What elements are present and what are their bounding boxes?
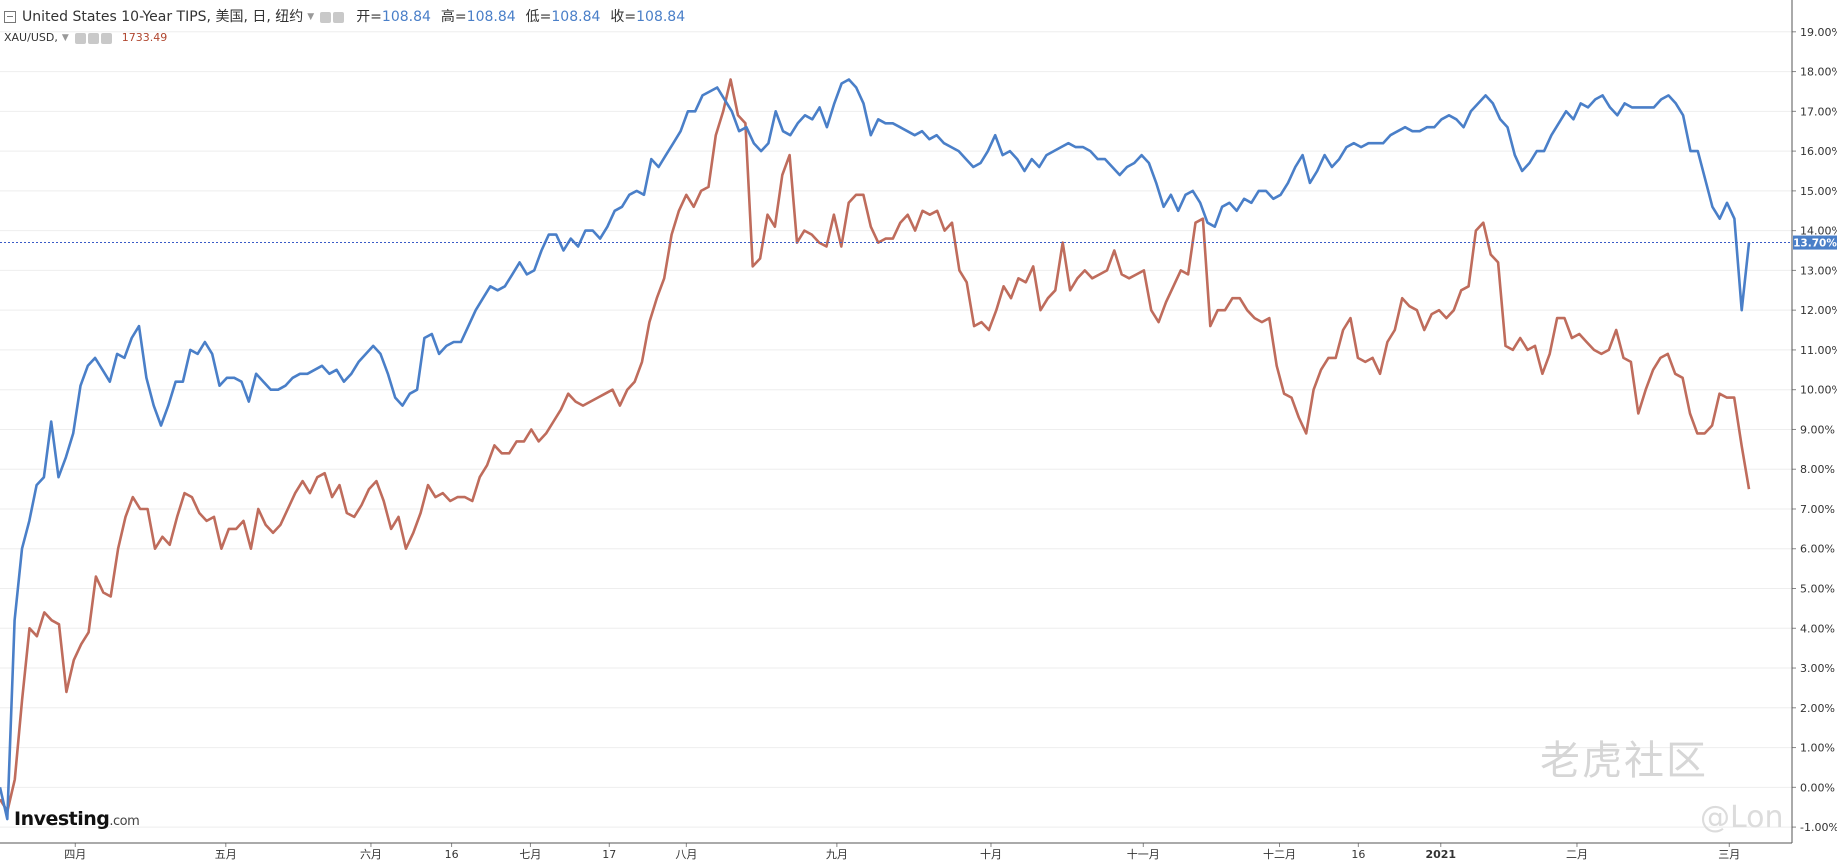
current-value-marker: 13.70% xyxy=(0,235,1837,250)
y-tick-label: 10.00% xyxy=(1800,384,1837,397)
settings-icon[interactable] xyxy=(333,11,345,23)
legend: United States 10-Year TIPS, 美国, 日, 纽约 ▼ … xyxy=(4,8,685,47)
investing-logo: Investing.com xyxy=(14,808,140,830)
legend-main-row: United States 10-Year TIPS, 美国, 日, 纽约 ▼ … xyxy=(4,8,685,26)
y-tick-label: 16.00% xyxy=(1800,145,1837,158)
low-value: 108.84 xyxy=(551,9,601,25)
eye-icon[interactable] xyxy=(320,11,332,23)
close-label: 收= xyxy=(610,9,637,25)
x-tick-label: 十二月 xyxy=(1263,847,1296,861)
gold-series-line xyxy=(0,78,1751,813)
high-value: 108.84 xyxy=(466,9,516,25)
x-tick-label: 二月 xyxy=(1566,848,1588,861)
chevron-down-icon[interactable]: ▼ xyxy=(61,33,69,43)
low-label: 低= xyxy=(525,9,552,25)
y-tick-label: 14.00% xyxy=(1800,225,1837,238)
tips-series-line xyxy=(0,78,1751,821)
x-tick-label: 九月 xyxy=(826,848,848,861)
y-tick-label: 7.00% xyxy=(1800,503,1835,516)
high-label: 高= xyxy=(440,9,467,25)
x-tick-label: 十一月 xyxy=(1127,847,1160,861)
open-label: 开= xyxy=(356,9,382,25)
y-tick-label: 0.00% xyxy=(1800,781,1835,794)
y-tick-label: 8.00% xyxy=(1800,463,1835,476)
y-tick-label: 12.00% xyxy=(1800,304,1837,317)
x-tick-label: 七月 xyxy=(519,848,541,861)
x-axis-labels: 四月 五月 六月 16 七月 17 八月 九月 十月 十一月 十二月 16 2021 二月 三月 xyxy=(64,847,1740,861)
y-axis-labels: 19.00% 18.00% 17.00% 16.00% 15.00% 14.00% 13.0… xyxy=(1800,26,1837,834)
y-tick-label: 6.00% xyxy=(1800,543,1835,556)
y-tick-label: 1.00% xyxy=(1800,742,1835,755)
y-tick-label: 18.00% xyxy=(1800,66,1837,79)
y-tick-label: 15.00% xyxy=(1800,185,1837,198)
y-tick-label: 19.00% xyxy=(1800,26,1837,39)
collapse-icon[interactable] xyxy=(4,11,16,23)
x-tick-label: 16 xyxy=(445,848,459,861)
y-tick-label: -1.00% xyxy=(1800,821,1837,834)
y-tick-label: 3.00% xyxy=(1800,662,1835,675)
y-tick-label: 4.00% xyxy=(1800,622,1835,635)
x-tick-label: 十月 xyxy=(980,847,1002,861)
logo-suffix: .com xyxy=(109,814,140,829)
x-tick-label: 16 xyxy=(1351,848,1365,861)
y-tick-label: 5.00% xyxy=(1800,583,1835,596)
x-tick-label: 四月 xyxy=(64,848,86,861)
open-value: 108.84 xyxy=(381,9,431,25)
logo-main: Investing xyxy=(14,808,110,830)
x-tick-label: 六月 xyxy=(360,848,382,861)
watermark: 老虎社区 xyxy=(1540,738,1708,784)
current-value-badge xyxy=(1793,235,1837,250)
settings-icon[interactable] xyxy=(87,32,99,44)
chevron-down-icon[interactable]: ▼ xyxy=(307,12,315,22)
eye-icon[interactable] xyxy=(74,32,86,44)
y-tick-label: 13.00% xyxy=(1800,264,1837,277)
axes xyxy=(0,0,1796,847)
x-tick-label: 17 xyxy=(602,848,616,861)
x-tick-label: 八月 xyxy=(675,848,697,861)
x-tick-label: 三月 xyxy=(1718,848,1740,861)
series xyxy=(0,78,1751,821)
close-value: 108.84 xyxy=(636,9,686,25)
y-tick-label: 17.00% xyxy=(1800,105,1837,118)
instrument-title: United States 10-Year TIPS, 美国, 日, 纽约 xyxy=(22,9,304,25)
close-icon[interactable] xyxy=(100,32,112,44)
x-tick-label: 五月 xyxy=(215,848,237,861)
y-tick-label: 2.00% xyxy=(1800,702,1835,715)
x-tick-label: 2021 xyxy=(1425,848,1456,861)
watermark-user: @Lon xyxy=(1700,800,1784,835)
secondary-value: 1733.49 xyxy=(121,31,168,44)
secondary-symbol: XAU/USD, xyxy=(4,31,58,44)
grid xyxy=(0,31,1792,828)
legend-secondary-row: XAU/USD, ▼ 1733.49 xyxy=(4,29,685,47)
y-tick-label: 11.00% xyxy=(1800,344,1837,357)
y-tick-label: 9.00% xyxy=(1800,423,1835,436)
current-value-label: 13.70% xyxy=(1793,238,1837,250)
